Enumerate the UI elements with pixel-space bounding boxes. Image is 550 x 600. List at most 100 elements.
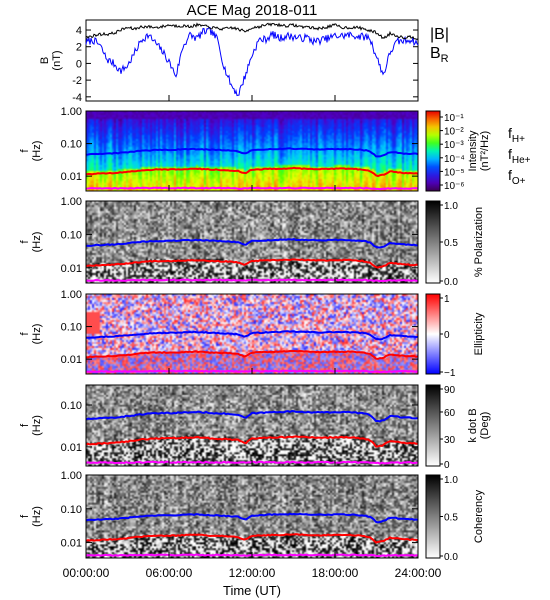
gyrofreq-point [265,149,266,150]
gyrofreq-point [383,541,384,542]
gyrofreq-point [376,267,377,268]
colorbar-label-5-line-1: Coherency [473,489,485,543]
series-point-b-r [321,39,322,40]
gyrofreq-point [369,262,370,263]
gyrofreq-point [182,352,183,353]
series-point-b-r [120,70,121,71]
gyrofreq-point [141,439,142,440]
gyrofreq-point [238,170,239,171]
series-point-b-total [217,28,218,29]
colorbar-tick-label: 1.0 [444,475,458,486]
series-point-b-total [265,24,266,25]
gyrofreq-point [376,463,377,464]
gyrofreq-point [390,555,391,556]
gyrofreq-point [182,514,183,515]
gyrofreq-point [238,188,239,189]
colorbar-tick-label: 0 [444,460,450,471]
gyrofreq-point [390,171,391,172]
gyrofreq-point [196,514,197,515]
gyrofreq-point [155,279,156,280]
gyrofreq-point [376,542,377,543]
gyrofreq-point [404,244,405,245]
series-point-b-r [155,42,156,43]
heatmap-ytick-label: 0.10 [61,139,82,151]
gyrofreq-point [141,333,142,334]
gyrofreq-point [182,169,183,170]
figure-title: ACE Mag 2018-011 [187,2,318,19]
gyrofreq-point [383,555,384,556]
gyrofreq-point [293,168,294,169]
gyrofreq-point [224,371,225,372]
gyrofreq-point [362,149,363,150]
gyrofreq-point [245,462,246,463]
gyrofreq-line-f-Hplus [85,147,419,158]
heatmap-ylabel-5-line-1: f [19,514,31,518]
gyrofreq-point [182,260,183,261]
colorbar-tick-label: 0 [444,330,450,341]
heatmap-ylabel-2: f (Hz) [19,232,43,253]
gyrofreq-point [224,261,225,262]
gyrofreq-point [404,172,405,173]
gyrofreq-point [113,188,114,189]
gyrofreq-point [141,353,142,354]
heatmap-ylabel-3-line-2: (Hz) [31,324,43,345]
gyrofreq-point [293,331,294,332]
heatmap-ytick-label: 1.00 [61,196,82,208]
gyrofreq-point [113,172,114,173]
gyrofreq-point [321,188,322,189]
series-point-b-total [341,27,342,28]
gyrofreq-point [369,516,370,517]
time-tick-label: 12:00:00 [229,566,276,580]
heatmap-ylabel-4-line-2: (Hz) [31,415,43,436]
gyrofreq-point [113,355,114,356]
gyrofreq-point [113,539,114,540]
gyrofreq-point [155,169,156,170]
colorbar-5 [425,474,441,559]
gyrofreq-point [196,462,197,463]
series-line-b-total [85,22,419,40]
gyrofreq-point [141,241,142,242]
series-point-b-r [148,34,149,35]
series-point-b-r [175,75,176,76]
gyrofreq-point [210,149,211,150]
gyrofreq-point [196,534,197,535]
gyrofreq-point [210,462,211,463]
gyrofreq-point [265,260,266,261]
series-point-b-total [397,35,398,36]
gyrofreq-point [196,437,197,438]
series-point-b-r [127,65,128,66]
gyrofreq-point [390,371,391,372]
series-point-b-total [224,29,225,30]
gyrofreq-point [168,260,169,261]
heatmap-panel-4: 0.10 0.01 f (Hz) 90 60 30 0 k dot B (Deg) [19,384,491,471]
gyrofreq-point [334,514,335,515]
gyrofreq-point [362,438,363,439]
gyrofreq-point [404,442,405,443]
gyrofreq-point [265,352,266,353]
gyrofreq-point [404,264,405,265]
series-point-b-r [258,39,259,40]
gyrofreq-point [251,150,252,151]
series-point-b-total [286,25,287,26]
gyrofreq-point [404,153,405,154]
gyrofreq-point [99,539,100,540]
gyrofreq-point [321,437,322,438]
heatmap-ylabel-3-line-1: f [19,332,31,336]
gyrofreq-point [196,351,197,352]
gyrofreq-point [321,554,322,555]
series-point-b-total [362,28,363,29]
gyrofreq-point [224,150,225,151]
heatmap-ylabel-1-line-1: f [19,149,31,153]
gyrofreq-point [251,515,252,516]
series-point-b-total [279,24,280,25]
gyrofreq-point [99,418,100,419]
gyrofreq-point [182,437,183,438]
gyrofreq-point [113,371,114,372]
gyrofreq-point [99,443,100,444]
gyrofreq-point [182,412,183,413]
legend-b-total: |B| [430,26,449,43]
gyrofreq-point [376,421,377,422]
gyrofreq-point [321,462,322,463]
series-point-b-r [390,51,391,52]
gyrofreq-point [369,462,370,463]
